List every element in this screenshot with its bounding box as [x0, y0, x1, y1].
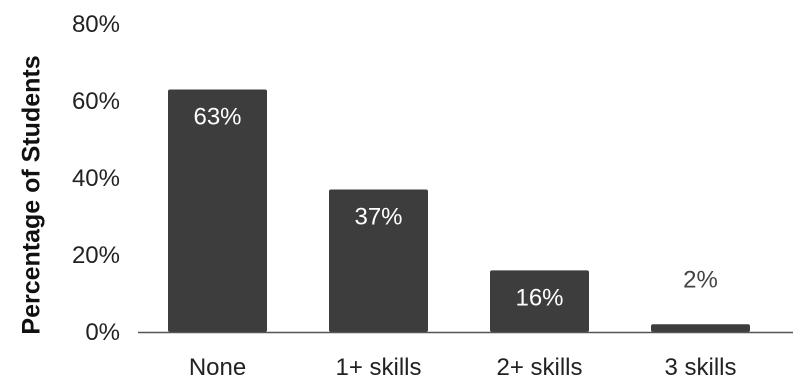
bar-value-label: 37% — [354, 204, 402, 231]
x-tick-label: 2+ skills — [496, 354, 582, 379]
bar — [329, 189, 428, 332]
bar — [490, 270, 589, 332]
bar — [651, 324, 750, 332]
x-tick-label: 3 skills — [664, 354, 736, 379]
bar-value-labels: 63% 37% 16% 2% — [193, 103, 717, 311]
x-axis-labels: None 1+ skills 2+ skills 3 skills — [189, 354, 737, 379]
y-tick-label: 20% — [72, 242, 120, 269]
bar — [168, 89, 267, 332]
bars-group — [168, 89, 750, 332]
x-tick-label: None — [189, 354, 246, 379]
y-tick-label: 80% — [72, 11, 120, 38]
y-axis-ticks: 0% 20% 40% 60% 80% — [72, 11, 120, 346]
bar-value-label: 63% — [193, 103, 241, 130]
y-tick-label: 60% — [72, 88, 120, 115]
y-axis-title: Percentage of Students — [18, 55, 46, 334]
x-tick-label: 1+ skills — [335, 354, 421, 379]
y-tick-label: 0% — [85, 319, 120, 346]
bar-value-label: 2% — [683, 266, 718, 293]
bar-value-label: 16% — [515, 284, 563, 311]
y-tick-label: 40% — [72, 165, 120, 192]
